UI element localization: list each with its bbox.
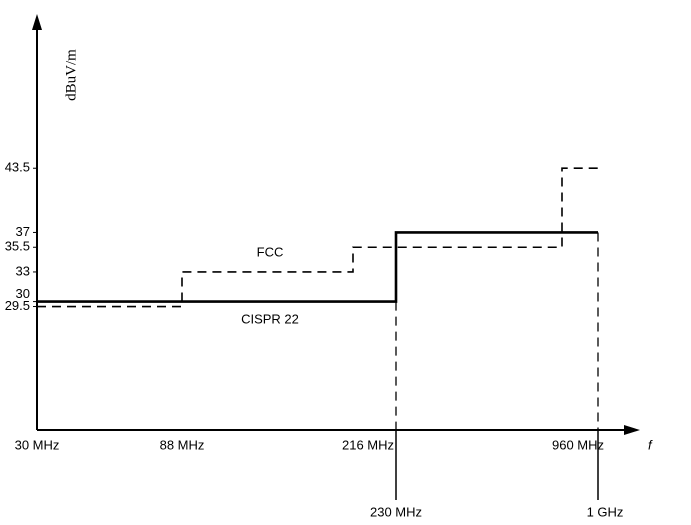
x-tick-label: 88 MHz <box>160 437 205 452</box>
series-label: FCC <box>257 244 284 259</box>
series-label: CISPR 22 <box>241 311 299 326</box>
y-tick-label: 29.5 <box>5 298 30 313</box>
y-tick-label: 43.5 <box>5 160 30 175</box>
y-tick-label: 33 <box>16 263 30 278</box>
x-axis-arrow <box>624 425 640 435</box>
x-tick-label: 960 MHz <box>552 437 604 452</box>
y-axis-label: dBuV/m <box>63 49 79 101</box>
y-tick-label: 30 <box>16 286 30 301</box>
step-line <box>37 167 598 308</box>
y-tick-label: 37 <box>16 224 30 239</box>
x-tick-label: 230 MHz <box>370 504 422 519</box>
x-tick-label: 1 GHz <box>587 504 624 519</box>
x-axis-label: f <box>648 437 653 452</box>
y-tick-label: 35.5 <box>5 239 30 254</box>
x-tick-label: 30 MHz <box>15 437 60 452</box>
y-axis-arrow <box>32 14 42 30</box>
step-line <box>37 231 598 303</box>
x-tick-label: 216 MHz <box>342 437 394 452</box>
